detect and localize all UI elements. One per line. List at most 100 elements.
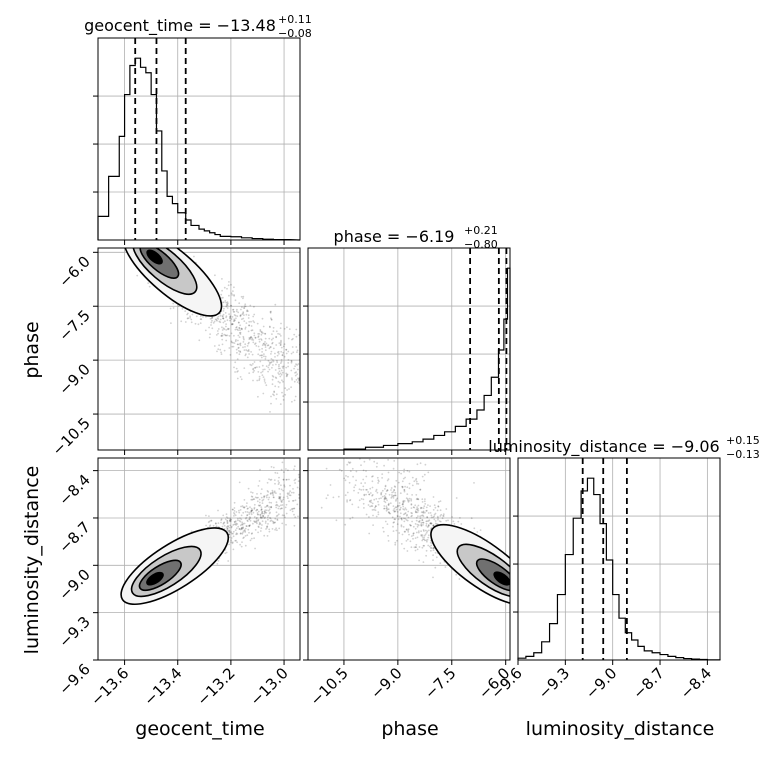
scatter-point (403, 520, 406, 523)
scatter-point (393, 489, 396, 491)
scatter-point (214, 274, 216, 277)
scatter-point (222, 301, 225, 304)
scatter-point (229, 524, 232, 527)
scatter-point (209, 317, 212, 320)
scatter-point (230, 525, 233, 528)
scatter-point (265, 494, 268, 497)
scatter-point (370, 505, 373, 507)
scatter-point (286, 492, 289, 495)
scatter-point (250, 537, 253, 540)
scatter-point (358, 488, 361, 491)
scatter-point (279, 496, 282, 499)
scatter-point (427, 524, 430, 527)
scatter-point (250, 325, 253, 327)
title-geocent-time-plus: +0.11 (278, 13, 312, 26)
scatter-point (264, 341, 266, 343)
scatter-point (234, 514, 237, 517)
scatter-point (288, 388, 290, 390)
scatter-point (270, 361, 273, 363)
scatter-point (399, 508, 402, 511)
scatter-point (243, 320, 246, 322)
scatter-point (261, 502, 264, 504)
scatter-point (427, 504, 429, 506)
scatter-point (271, 383, 274, 386)
scatter-point (250, 533, 253, 535)
scatter-point (413, 506, 416, 509)
scatter-point (293, 479, 296, 482)
scatter-point (232, 532, 234, 535)
scatter-point (256, 322, 259, 325)
scatter-point (262, 514, 265, 517)
scatter-point (230, 332, 233, 335)
scatter-point (219, 348, 222, 351)
scatter-point (250, 351, 253, 353)
scatter-point (268, 506, 270, 508)
scatter-point (239, 324, 242, 327)
scatter-point (251, 338, 253, 341)
scatter-point (372, 524, 374, 526)
scatter-point (278, 505, 281, 508)
scatter-point (278, 333, 281, 336)
scatter-point (396, 523, 399, 525)
scatter-point (292, 337, 294, 340)
scatter-point (348, 462, 351, 464)
scatter-point (362, 485, 365, 488)
scatter-point (231, 508, 234, 511)
scatter-point (291, 346, 294, 348)
scatter-point (242, 295, 245, 298)
scatter-point (417, 530, 420, 532)
scatter-point (217, 560, 220, 562)
scatter-point (217, 332, 220, 335)
scatter-point (261, 354, 264, 357)
scatter-point (231, 345, 234, 348)
scatter-point (213, 320, 216, 323)
scatter-point (416, 508, 419, 511)
scatter-point (432, 509, 435, 511)
scatter-point (264, 332, 266, 335)
scatter-point (235, 524, 238, 526)
scatter-point (439, 509, 442, 512)
scatter-point (226, 529, 228, 532)
scatter-point (221, 315, 224, 317)
scatter-point (349, 470, 352, 472)
scatter-point (249, 524, 251, 527)
scatter-point (254, 366, 256, 369)
scatter-point (280, 350, 283, 353)
scatter-point (290, 386, 292, 389)
scatter-point (241, 524, 244, 526)
scatter-point (230, 283, 232, 286)
scatter-point (419, 488, 422, 491)
scatter-point (253, 498, 256, 500)
scatter-point (393, 494, 395, 497)
scatter-point (368, 493, 370, 496)
scatter-point (473, 482, 475, 484)
scatter-point (293, 333, 296, 336)
scatter-point (255, 517, 258, 520)
scatter-point (243, 307, 245, 309)
scatter-point (228, 529, 231, 532)
scatter-point (244, 531, 247, 533)
scatter-point (276, 361, 279, 364)
scatter-point (263, 495, 266, 498)
scatter-point (420, 534, 423, 537)
scatter-point (257, 518, 260, 521)
scatter-point (229, 354, 232, 356)
scatter-point (402, 526, 405, 528)
scatter-point (270, 506, 272, 509)
scatter-point (227, 525, 230, 528)
scatter-point (256, 513, 259, 516)
scatter-point (257, 485, 260, 487)
scatter-point (274, 482, 276, 485)
scatter-point (251, 532, 254, 535)
scatter-point (403, 530, 406, 533)
scatter-point (438, 500, 440, 503)
scatter-point (275, 527, 277, 530)
scatter-point (237, 334, 240, 337)
scatter-point (244, 343, 247, 346)
scatter-point (295, 371, 297, 373)
scatter-point (285, 512, 288, 515)
scatter-point (426, 530, 429, 533)
scatter-point (243, 506, 246, 508)
scatter-point (239, 315, 242, 318)
scatter-point (455, 497, 458, 499)
